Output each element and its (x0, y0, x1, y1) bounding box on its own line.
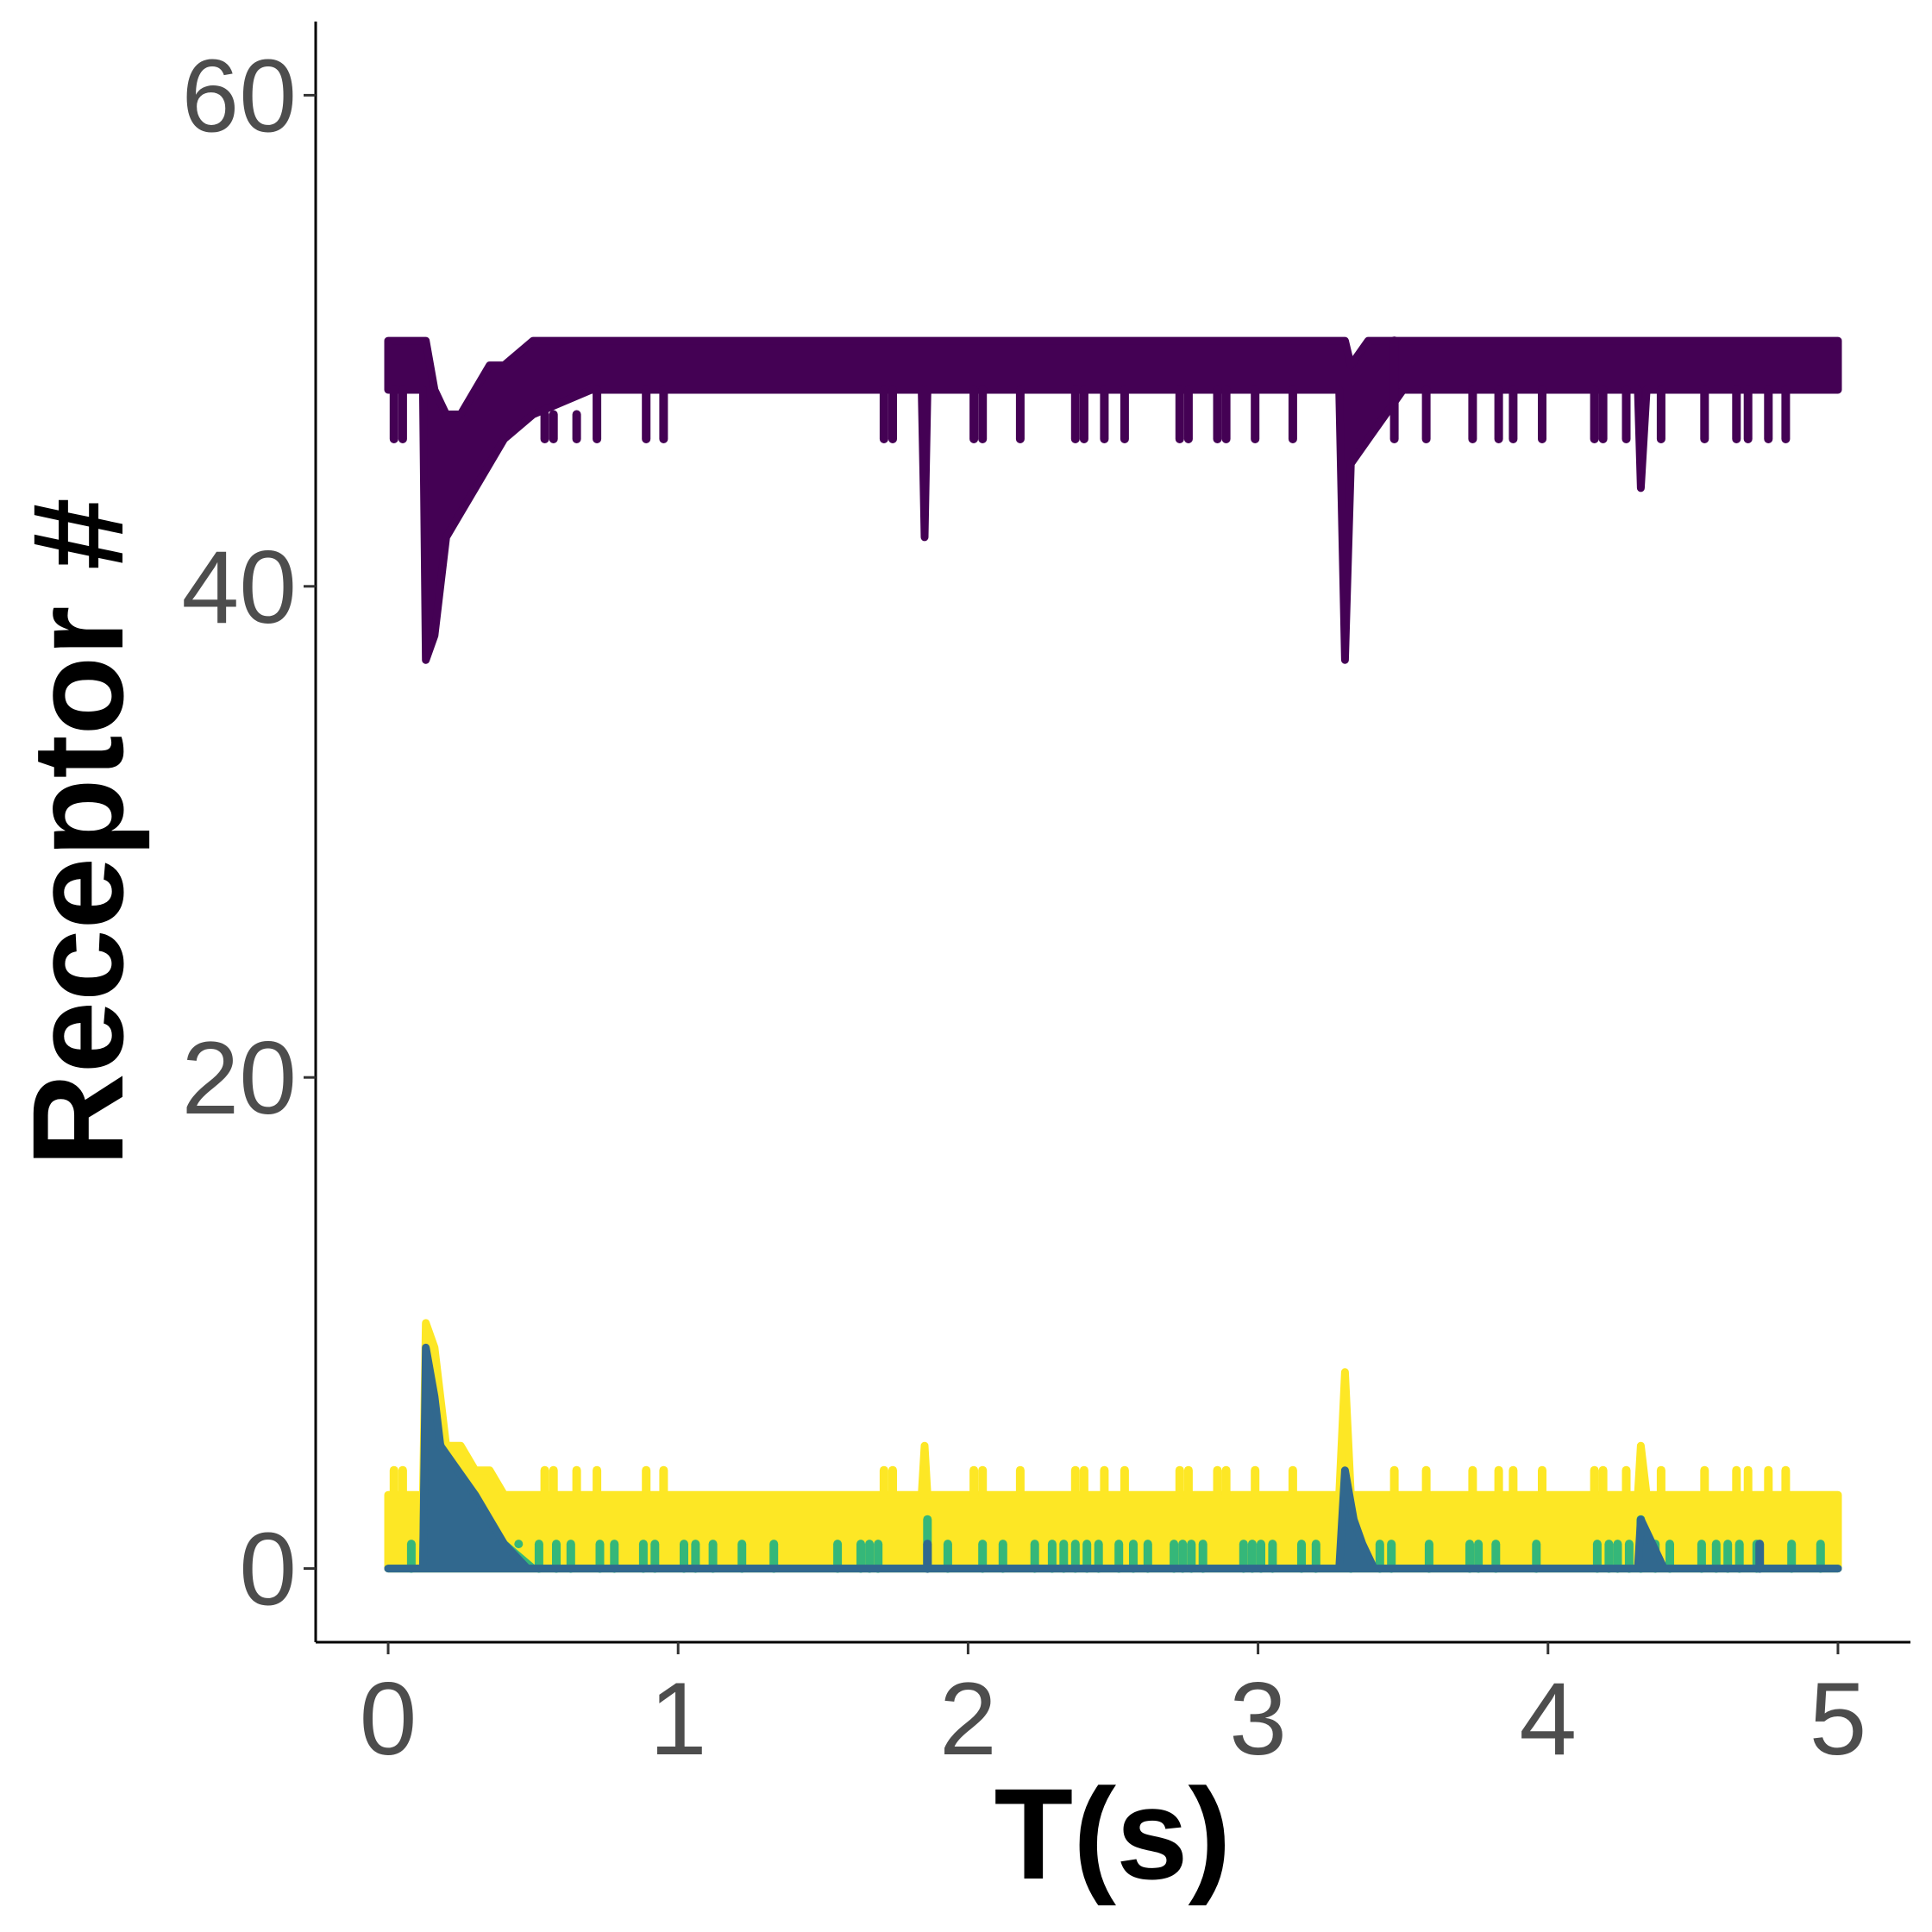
series-3 (384, 1343, 1842, 1573)
y-axis-title: Receptor # (5, 498, 150, 1166)
y-tick-label: 0 (239, 1512, 297, 1628)
plot-series (384, 336, 1842, 1573)
x-tick-label: 0 (360, 1661, 417, 1777)
x-tick-label: 2 (939, 1661, 997, 1777)
y-tick-label: 20 (182, 1020, 297, 1136)
x-ticks: 0 1 2 3 4 5 (360, 1642, 1867, 1777)
series-1 (384, 1319, 1842, 1573)
y-tick-label: 40 (182, 530, 297, 645)
series-0-band (384, 336, 1842, 664)
x-axis-title: T(s) (994, 1761, 1232, 1906)
series-3-band (384, 1343, 1842, 1573)
x-tick-label: 4 (1519, 1661, 1577, 1777)
series-1-band (384, 1319, 1842, 1573)
x-tick-label: 1 (649, 1661, 707, 1777)
x-tick-label: 3 (1229, 1661, 1287, 1777)
series-0 (384, 336, 1842, 664)
x-tick-label: 5 (1810, 1661, 1867, 1777)
y-ticks: 0 20 40 60 (182, 38, 316, 1628)
y-tick-label: 60 (182, 38, 297, 154)
